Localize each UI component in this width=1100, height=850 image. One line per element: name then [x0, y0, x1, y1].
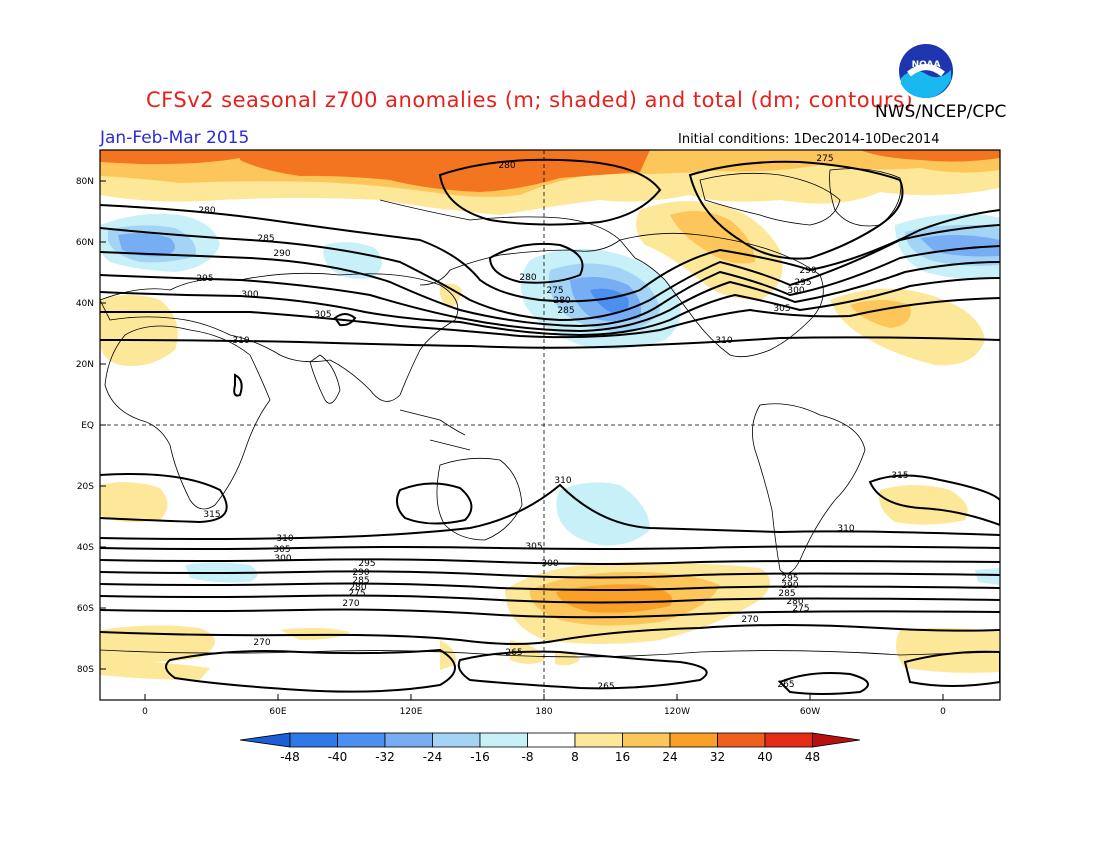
- contour-label: 290: [352, 568, 369, 578]
- contour-label: 290: [273, 249, 290, 259]
- lon-tick-label: 120W: [664, 707, 690, 717]
- agency-label: NWS/NCEP/CPC: [875, 102, 1007, 122]
- colorbar-segment: [479, 732, 528, 748]
- colorbar-arrow-left: [239, 732, 291, 748]
- height-contours: [100, 158, 1000, 695]
- contour-label: 305: [773, 304, 790, 314]
- colorbar-label: -32: [375, 750, 395, 764]
- contour-label: 300: [274, 554, 291, 564]
- colorbar-segment: [527, 732, 576, 748]
- contour-label: 310: [715, 336, 732, 346]
- svg-text:NOAA: NOAA: [912, 60, 941, 70]
- contour-label: 315: [891, 471, 908, 481]
- contour-label: 275: [816, 154, 833, 164]
- lon-tick-label: 0: [142, 707, 148, 717]
- colorbar-segment: [337, 732, 386, 748]
- contour-label: 265: [777, 680, 794, 690]
- colorbar-label: -24: [423, 750, 443, 764]
- contour-label: 295: [358, 559, 375, 569]
- colorbar-label: 8: [571, 750, 579, 764]
- contour-label: 280: [498, 161, 515, 171]
- lat-tick-label: EQ: [81, 421, 94, 431]
- contour-label: 265: [505, 648, 522, 658]
- contour-label: 285: [557, 306, 574, 316]
- contour-label: 305: [525, 542, 542, 552]
- contour-label: 305: [273, 545, 290, 555]
- lat-tick-label: 20S: [77, 482, 94, 492]
- colorbar-segment: [669, 732, 718, 748]
- contour-label: 295: [196, 274, 213, 284]
- contour-label: 300: [241, 290, 258, 300]
- contour-label: 270: [741, 615, 758, 625]
- lat-tick-label: 40S: [77, 543, 94, 553]
- contour-label-group: 2802752802852902953003053102802752802852…: [196, 154, 908, 692]
- contour-label: 280: [349, 583, 366, 593]
- lon-tick-label: 120E: [400, 707, 423, 717]
- longitude-axis: 0 60E 120E 180 120W 60W 0: [142, 694, 946, 717]
- lon-tick-label: 0: [940, 707, 946, 717]
- colorbar-label: -48: [280, 750, 300, 764]
- lon-tick-label: 60E: [269, 707, 286, 717]
- contour-label: 280: [519, 273, 536, 283]
- colorbar-label: 16: [615, 750, 630, 764]
- colorbar-segment: [717, 732, 766, 748]
- lat-tick-label: 40N: [76, 299, 94, 309]
- contour-label: 310: [554, 476, 571, 486]
- colorbar: -48 -40 -32 -24 -16 -8 8 16 24 32 40 48: [239, 732, 861, 764]
- colorbar-label: 48: [805, 750, 820, 764]
- lat-tick-label: 60N: [76, 238, 94, 248]
- contour-label: 265: [597, 682, 614, 692]
- colorbar-label: 40: [757, 750, 772, 764]
- contour-label: 310: [232, 336, 249, 346]
- colorbar-segment: [764, 732, 813, 748]
- contour-label: 315: [203, 510, 220, 520]
- contour-label: 295: [794, 278, 811, 288]
- lat-tick-label: 80N: [76, 177, 94, 187]
- colorbar-label: 32: [710, 750, 725, 764]
- colorbar-segment: [622, 732, 671, 748]
- contour-label: 270: [342, 599, 359, 609]
- contour-label: 305: [314, 310, 331, 320]
- contour-label: 295: [781, 574, 798, 584]
- initial-conditions-label: Initial conditions: 1Dec2014-10Dec2014: [678, 132, 940, 147]
- colorbar-segment: [432, 732, 481, 748]
- colorbar-label: -8: [522, 750, 534, 764]
- contour-label: 290: [799, 266, 816, 276]
- lon-tick-label: 60W: [800, 707, 820, 717]
- contour-label: 280: [198, 206, 215, 216]
- contour-label: 275: [792, 604, 809, 614]
- contour-label: 285: [352, 576, 369, 586]
- contour-label: 275: [546, 286, 563, 296]
- colorbar-label: 24: [662, 750, 677, 764]
- contour-label: 285: [257, 234, 274, 244]
- colorbar-label: -40: [328, 750, 348, 764]
- colorbar-segment: [289, 732, 338, 748]
- colorbar-segment: [574, 732, 623, 748]
- contour-label: 270: [253, 638, 270, 648]
- contour-label: 290: [781, 581, 798, 591]
- contour-label: 300: [787, 286, 804, 296]
- latitude-axis: 80N 60N 40N 20N EQ 20S 40S 60S 80S: [76, 177, 106, 675]
- colorbar-arrow-right: [812, 732, 861, 748]
- reference-lines: [100, 150, 1000, 700]
- lat-tick-label: 20N: [76, 360, 94, 370]
- season-label: Jan-Feb-Mar 2015: [100, 128, 250, 148]
- contour-label: 310: [837, 524, 854, 534]
- lon-tick-label: 180: [535, 707, 552, 717]
- colorbar-segment: [384, 732, 433, 748]
- lat-tick-label: 80S: [77, 665, 94, 675]
- contour-label: 280: [553, 296, 570, 306]
- map-title: CFSv2 seasonal z700 anomalies (m; shaded…: [146, 88, 914, 112]
- contour-label: 310: [276, 534, 293, 544]
- contour-label: 285: [778, 589, 795, 599]
- colorbar-label: -16: [470, 750, 490, 764]
- contour-label: 300: [541, 559, 558, 569]
- lat-tick-label: 60S: [77, 604, 94, 614]
- contour-label: 275: [348, 589, 365, 599]
- contour-label: 280: [786, 597, 803, 607]
- noaa-logo-icon: NOAA: [896, 41, 956, 101]
